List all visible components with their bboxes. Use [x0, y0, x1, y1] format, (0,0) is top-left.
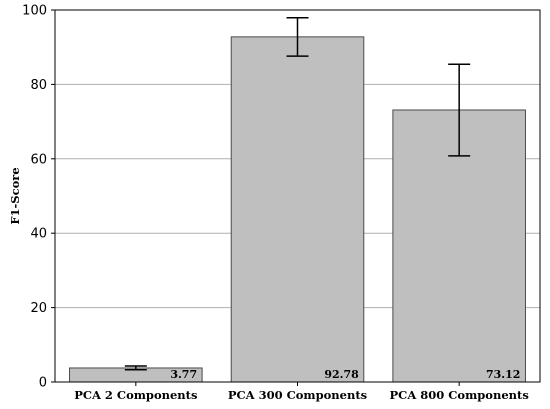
x-tick-label: PCA 800 Components	[390, 388, 529, 402]
y-axis-title: F1-Score	[8, 167, 22, 224]
x-tick-layer: PCA 2 Components PCA 300 Components PCA 80…	[74, 382, 529, 402]
y-tick-label: 40	[30, 227, 47, 242]
value-label-layer: 3.77 92.78 73.12	[170, 368, 520, 381]
bar	[230, 36, 365, 383]
y-tick-label: 20	[30, 301, 47, 316]
y-tick-layer: 0 20 40 60 80 100	[22, 4, 55, 391]
y-tick-label: 60	[30, 152, 47, 167]
value-label: 92.78	[324, 368, 359, 381]
value-label: 73.12	[486, 368, 520, 381]
x-tick-label: PCA 2 Components	[74, 388, 197, 402]
error-bar-layer	[124, 17, 471, 371]
y-tick-label: 0	[39, 376, 47, 391]
value-label: 3.77	[170, 368, 197, 381]
y-tick-label: 80	[30, 78, 47, 93]
x-tick-label: PCA 300 Components	[228, 388, 367, 402]
bar-layer	[69, 36, 526, 383]
y-tick-label: 100	[22, 4, 47, 19]
